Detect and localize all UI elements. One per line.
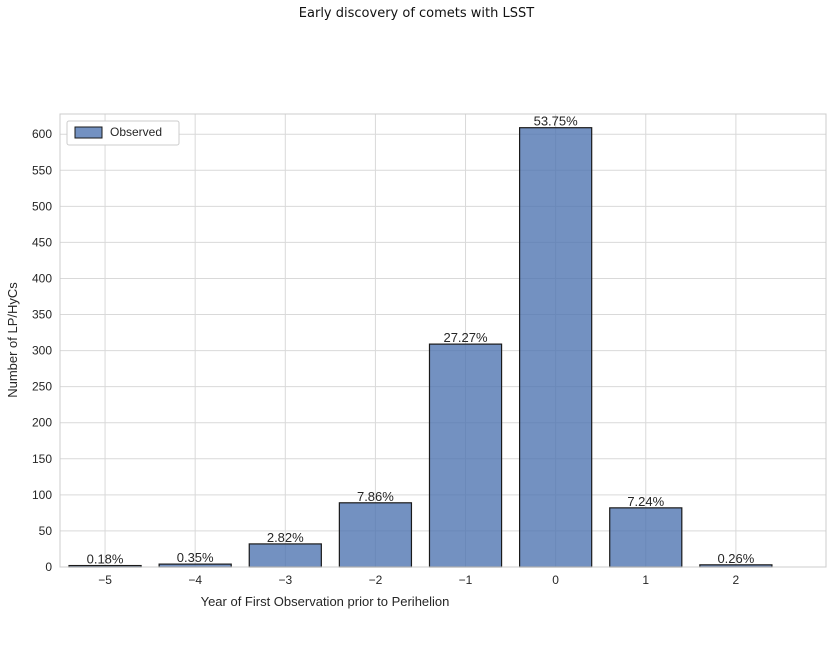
y-tick-label: 550 xyxy=(32,163,52,177)
y-tick-label: 500 xyxy=(32,199,52,213)
y-tick-label: 150 xyxy=(32,452,52,466)
axes-border xyxy=(59,113,827,568)
y-ticks: 0 50 100 150 200 250 300 350 400 450 500 550 600 xyxy=(32,127,52,574)
x-tick-label: 1 xyxy=(642,573,649,587)
x-tick-label: −4 xyxy=(188,573,202,587)
legend-swatch xyxy=(74,126,103,139)
y-tick-label: 0 xyxy=(45,560,52,574)
y-tick-label: 350 xyxy=(32,308,52,322)
x-tick-label: −5 xyxy=(98,573,112,587)
y-tick-label: 600 xyxy=(32,127,52,141)
chart-title: Early discovery of comets with LSST xyxy=(298,6,535,21)
x-ticks: −5 −4 −3 −2 −1 0 1 2 xyxy=(98,573,739,587)
x-tick-label: −1 xyxy=(459,573,473,587)
bar-value-label: 7.86% xyxy=(357,489,394,504)
y-axis-label: Number of LP/HyCs xyxy=(5,282,20,398)
bar xyxy=(609,507,683,568)
x-tick-label: −2 xyxy=(369,573,383,587)
y-tick-label: 250 xyxy=(32,380,52,394)
y-tick-label: 200 xyxy=(32,416,52,430)
x-tick-label: −3 xyxy=(278,573,292,587)
bar-value-label: 0.35% xyxy=(177,550,214,565)
bar xyxy=(428,343,503,568)
x-axis-label: Year of First Observation prior to Perih… xyxy=(201,594,450,609)
y-tick-label: 450 xyxy=(32,235,52,249)
plot-frame xyxy=(59,113,827,568)
bar xyxy=(338,502,413,568)
y-tick-label: 300 xyxy=(32,344,52,358)
bar-value-label: 27.27% xyxy=(443,330,488,345)
bar-value-label: 0.26% xyxy=(717,551,754,566)
bar-value-label: 7.24% xyxy=(627,494,664,509)
x-tick-label: 2 xyxy=(733,573,740,587)
bar-labels: 0.18% 0.35% 2.82% 7.86% 27.27% 53.75% 7.24% 0.2… xyxy=(87,114,755,567)
bar-value-label: 0.18% xyxy=(87,552,124,567)
bar-value-label: 2.82% xyxy=(267,530,304,545)
bar xyxy=(518,127,593,568)
bar-value-label: 53.75% xyxy=(534,114,579,129)
y-tick-label: 400 xyxy=(32,271,52,285)
y-tick-label: 100 xyxy=(32,488,52,502)
y-tick-label: 50 xyxy=(39,524,53,538)
legend: Observed xyxy=(66,120,180,146)
bars xyxy=(68,127,773,568)
legend-label: Observed xyxy=(110,125,162,139)
bar xyxy=(248,543,322,568)
x-tick-label: 0 xyxy=(552,573,559,587)
